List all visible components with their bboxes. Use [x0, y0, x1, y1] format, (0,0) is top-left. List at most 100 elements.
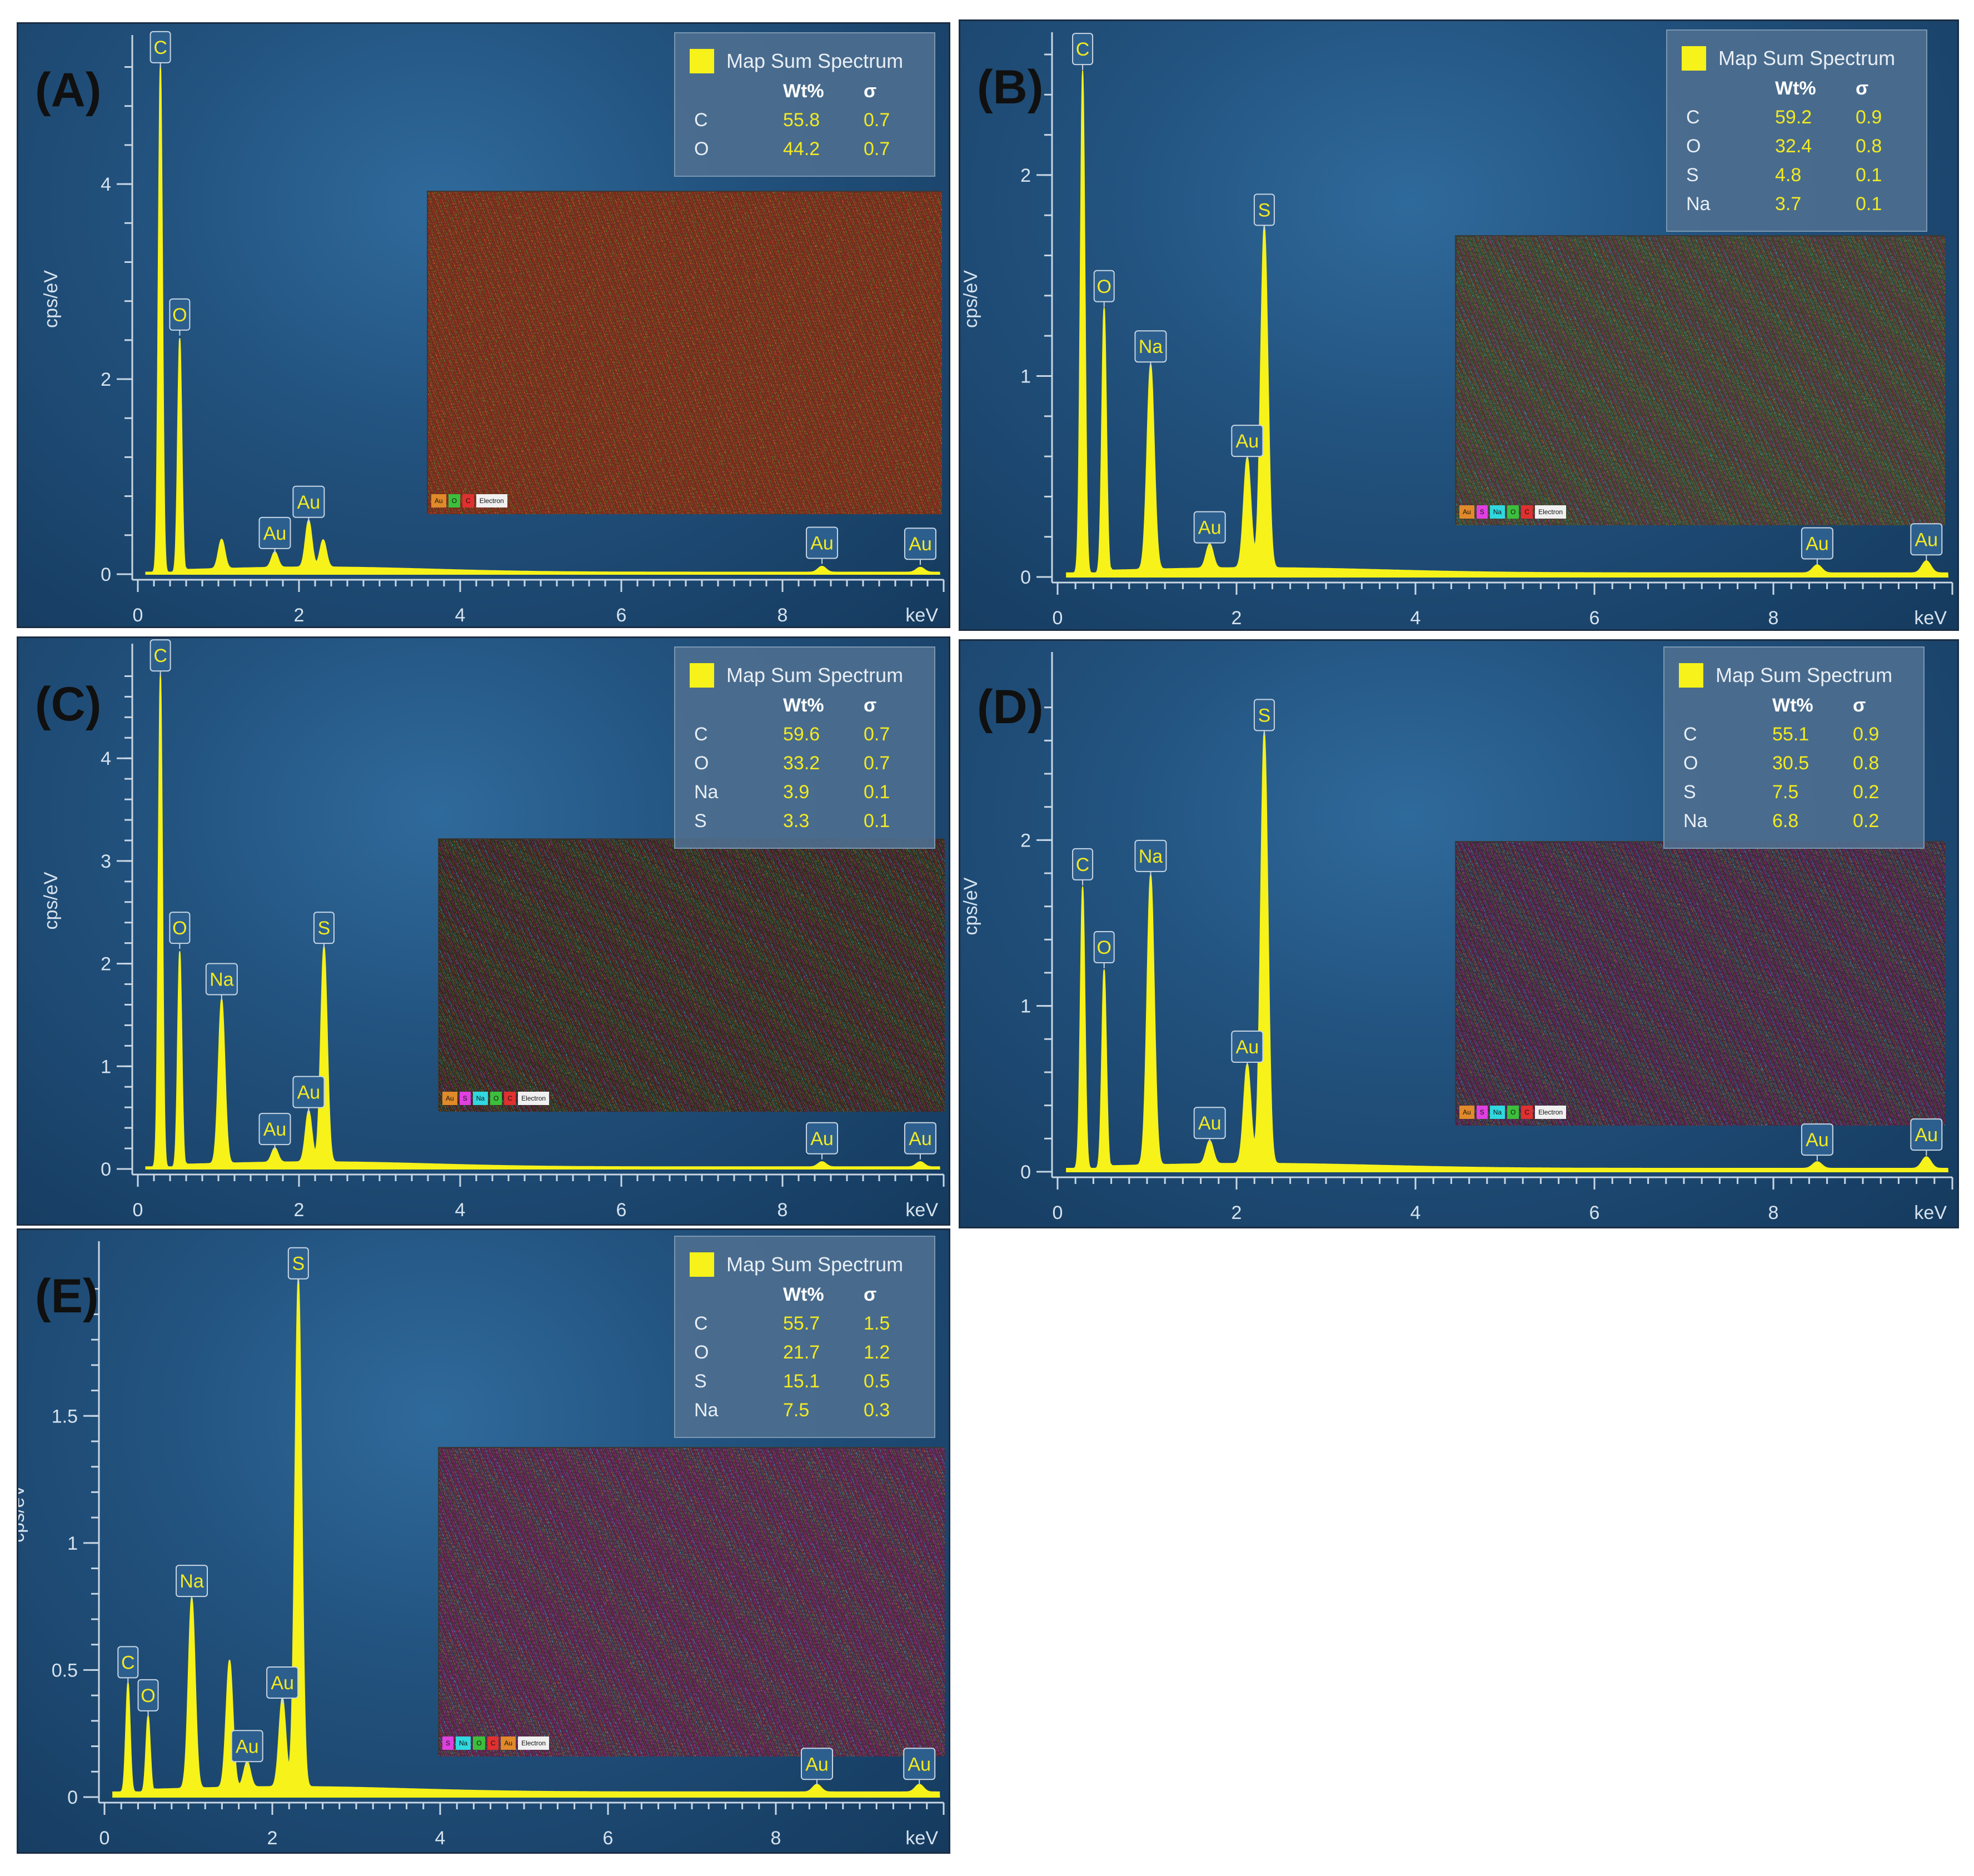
y-tick-label: 0: [1020, 567, 1031, 588]
legend-title: Map Sum Spectrum: [690, 46, 920, 77]
legend-header: Wt% σ: [690, 691, 920, 720]
x-tick-label: 0: [133, 605, 143, 626]
weight-percent: 7.5: [1772, 781, 1799, 803]
x-tick-label: 6: [603, 1828, 614, 1849]
spectrum-series: [1066, 70, 1948, 578]
peak-label-box: [205, 963, 238, 996]
peak-label: S: [287, 1247, 309, 1285]
x-tick-label: 2: [294, 1200, 305, 1221]
peak-label: Au: [1910, 1118, 1943, 1156]
x-tick-label: 8: [1768, 1202, 1779, 1223]
x-tick-label: 4: [435, 1828, 446, 1849]
weight-percent: 55.8: [783, 109, 820, 131]
sigma: 0.9: [1853, 723, 1880, 745]
map-key-item: O: [473, 1736, 485, 1750]
peak-label-text: Au: [236, 1736, 259, 1757]
peak-label-text: Au: [909, 534, 932, 555]
elemental-map-image: Au S Na O C Electron: [1455, 841, 1945, 1126]
peak-label: Na: [176, 1565, 208, 1603]
peak-label-text: Au: [1806, 1129, 1829, 1151]
peak-label-text: Na: [1139, 336, 1163, 357]
elemental-map-image: Au O C Electron: [427, 191, 942, 514]
peak-label-text: Au: [263, 523, 287, 544]
y-tick-label: 2: [101, 369, 111, 390]
legend-row: Na 3.9 0.1: [690, 778, 920, 807]
map-key-item: Au: [431, 494, 446, 507]
y-axis-label: cps/eV: [18, 1485, 28, 1542]
map-key-item: O: [448, 494, 461, 507]
legend-header-cell: Wt%: [1775, 77, 1816, 99]
map-key: Au O C Electron: [431, 494, 507, 507]
peak-label-text: Au: [1236, 431, 1259, 452]
x-tick-label: 8: [777, 1200, 788, 1221]
legend-title-text: Map Sum Spectrum: [726, 49, 904, 72]
x-tick-label: 4: [455, 1200, 466, 1221]
peak-label: O: [169, 912, 191, 949]
map-key: Au S Na O C Electron: [1459, 505, 1567, 519]
legend-title: Map Sum Spectrum: [690, 660, 920, 691]
peak-label-box: [176, 1565, 208, 1598]
peak-label-text: Na: [210, 969, 234, 990]
elemental-map-image: Au S Na O C Electron: [438, 838, 945, 1112]
legend-row: S 4.8 0.1: [1682, 161, 1912, 190]
legend-row: S 7.5 0.2: [1679, 778, 1909, 807]
x-tick-label: 4: [455, 605, 466, 626]
spectrum-panel: Au O C Electron 0 2 4 6 8 keV 0 2 4 cps/eV C O Au Au Au Au(…: [17, 22, 950, 628]
y-tick-label: 0.5: [52, 1660, 78, 1681]
peak-label-box: [800, 1748, 833, 1780]
y-tick-label: 3: [101, 851, 111, 872]
sigma: 0.8: [1856, 135, 1882, 157]
element-name: S: [1686, 164, 1699, 186]
x-tick-label: 6: [616, 1200, 627, 1221]
x-tick-label: 0: [1053, 1202, 1063, 1223]
peak-label-text: Au: [297, 1082, 321, 1103]
peak-label: S: [313, 912, 335, 949]
legend-title: Map Sum Spectrum: [690, 1249, 920, 1280]
x-axis-label: keV: [905, 1828, 938, 1849]
weight-percent: 59.2: [1775, 106, 1812, 128]
peak-label-text: Au: [263, 1119, 287, 1140]
peak-label: S: [1253, 193, 1275, 231]
element-name: C: [1686, 106, 1700, 128]
y-tick-label: 1: [1020, 996, 1031, 1017]
map-key-item: Au: [1459, 505, 1474, 519]
peak-label-text: Au: [297, 492, 321, 513]
y-tick-label: 1: [1020, 366, 1031, 387]
x-tick-label: 8: [1768, 608, 1779, 629]
legend-row: Na 6.8 0.2: [1679, 807, 1909, 835]
weight-percent: 7.5: [783, 1399, 810, 1421]
y-axis-label: cps/eV: [41, 270, 62, 328]
element-name: S: [1683, 781, 1696, 803]
x-tick-label: 2: [1232, 608, 1242, 629]
legend-title: Map Sum Spectrum: [1682, 43, 1912, 74]
legend-header-cell: σ: [864, 80, 877, 102]
map-key-item: Electron: [1535, 1106, 1567, 1119]
peak-label-box: [258, 1113, 291, 1146]
sigma: 0.1: [1856, 164, 1882, 186]
element-name: O: [694, 752, 709, 774]
weight-percent: 3.7: [1775, 193, 1802, 215]
sigma: 0.5: [864, 1370, 890, 1392]
y-tick-label: 4: [101, 748, 111, 769]
panel-label: (E): [35, 1270, 99, 1323]
y-axis-label: cps/eV: [41, 872, 62, 929]
y-tick-label: 1.5: [52, 1406, 78, 1427]
peak-label-text: Au: [810, 1128, 834, 1150]
y-axis-label: cps/eV: [960, 270, 981, 328]
legend-header-cell: Wt%: [783, 80, 824, 102]
weight-percent: 4.8: [1775, 164, 1802, 186]
spectrum-series: [112, 1278, 940, 1798]
weight-percent: 6.8: [1772, 810, 1799, 832]
legend-header: Wt% σ: [1682, 74, 1912, 103]
map-key: S Na O C Au Electron: [442, 1736, 550, 1750]
peak-label-box: [231, 1730, 263, 1763]
peak-label-text: O: [1096, 937, 1111, 958]
map-key: Au S Na O C Electron: [442, 1092, 550, 1105]
sigma: 0.2: [1853, 810, 1880, 832]
legend-row: C 55.7 1.5: [690, 1309, 920, 1338]
map-key-item: Electron: [518, 1736, 550, 1750]
element-name: C: [1683, 723, 1697, 745]
y-tick-label: 1: [101, 1056, 111, 1077]
